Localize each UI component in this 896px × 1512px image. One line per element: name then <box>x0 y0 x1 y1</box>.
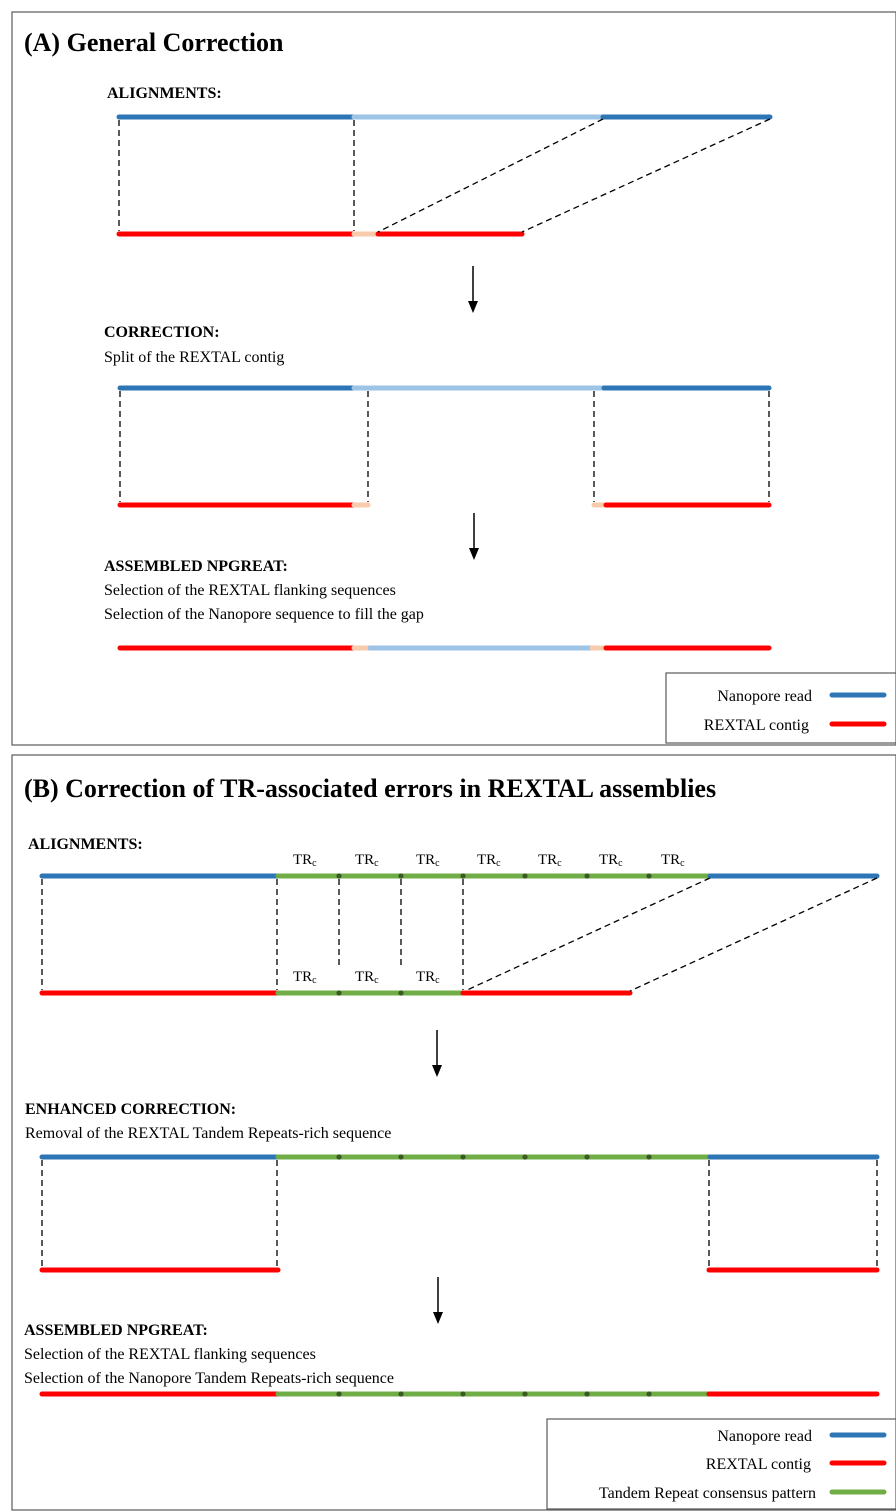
b-down-arrow-2 <box>433 1277 443 1324</box>
b-legend-tr-label: Tandem Repeat consensus pattern <box>599 1485 816 1502</box>
a-down-arrow-1 <box>468 266 478 313</box>
b-legend-rextal-label: REXTAL contig <box>706 1456 811 1473</box>
a-align-dashed-connectors <box>118 118 771 233</box>
tr-label: TRc <box>661 852 685 869</box>
b-align-bottom-tr-nodes <box>336 990 404 996</box>
tr-label: TRc <box>355 852 379 869</box>
panel-a-legend-box <box>665 672 896 744</box>
panel-a-assembled-line1: Selection of the REXTAL flanking sequenc… <box>104 582 396 599</box>
tr-label: TRc <box>416 969 440 986</box>
panel-b: (B) Correction of TR-associated errors i… <box>11 754 896 1511</box>
panel-a-legend: Nanopore read REXTAL contig <box>665 672 896 744</box>
panel-a-correction-text: Split of the REXTAL contig <box>104 349 284 366</box>
tr-label: TRc <box>538 852 562 869</box>
tr-label: TRc <box>293 852 317 869</box>
panel-a-assembled-line2: Selection of the Nanopore sequence to fi… <box>104 606 424 623</box>
panel-b-assembled-line2: Selection of the Nanopore Tandem Repeats… <box>24 1370 394 1387</box>
panel-b-assembled-line1: Selection of the REXTAL flanking sequenc… <box>24 1346 316 1363</box>
panel-a-correction-heading: CORRECTION: <box>104 324 220 341</box>
panel-b-border <box>11 754 896 1511</box>
a-legend-rextal-label: REXTAL contig <box>704 717 809 734</box>
b-legend-nanopore-label: Nanopore read <box>717 1428 812 1445</box>
b-corr-dashed-connectors <box>41 1160 878 1267</box>
panel-a-assembled-heading: ASSEMBLED NPGREAT: <box>104 558 288 575</box>
tr-label: TRc <box>416 852 440 869</box>
panel-a-title: (A) General Correction <box>24 28 284 57</box>
b-align-dashed-connectors <box>41 877 878 992</box>
b-align-bottom-tr-labels: TRc TRc TRc <box>293 969 440 986</box>
a-align-dash4 <box>521 118 771 233</box>
panel-a: (A) General Correction ALIGNMENTS: CORRE… <box>11 11 896 746</box>
panel-b-title: (B) Correction of TR-associated errors i… <box>24 774 716 803</box>
b-align-top-tr-labels: TRc TRc TRc TRc TRc TRc TRc <box>293 852 685 869</box>
panel-a-border <box>11 11 896 746</box>
panel-b-alignments-heading: ALIGNMENTS: <box>28 836 143 853</box>
panel-b-enhanced-heading: ENHANCED CORRECTION: <box>25 1101 236 1118</box>
panel-b-enhanced-text: Removal of the REXTAL Tandem Repeats-ric… <box>25 1125 391 1142</box>
tr-label: TRc <box>355 969 379 986</box>
tr-label: TRc <box>599 852 623 869</box>
b-down-arrow-1 <box>432 1030 442 1077</box>
b-assembled-tr-nodes <box>336 1391 652 1397</box>
a-down-arrow-2 <box>469 513 479 560</box>
b-align-top-tr-nodes <box>336 873 652 879</box>
a-legend-nanopore-label: Nanopore read <box>717 688 812 705</box>
tr-label: TRc <box>293 969 317 986</box>
panel-b-legend: Nanopore read REXTAL contig Tandem Repea… <box>546 1418 896 1510</box>
b-corr-tr-nodes <box>336 1154 652 1160</box>
panel-b-assembled-heading: ASSEMBLED NPGREAT: <box>24 1322 208 1339</box>
tr-label: TRc <box>477 852 501 869</box>
panel-a-alignments-heading: ALIGNMENTS: <box>107 85 222 102</box>
a-align-dash3 <box>377 118 604 233</box>
a-corr-dashed-connectors <box>119 391 770 502</box>
